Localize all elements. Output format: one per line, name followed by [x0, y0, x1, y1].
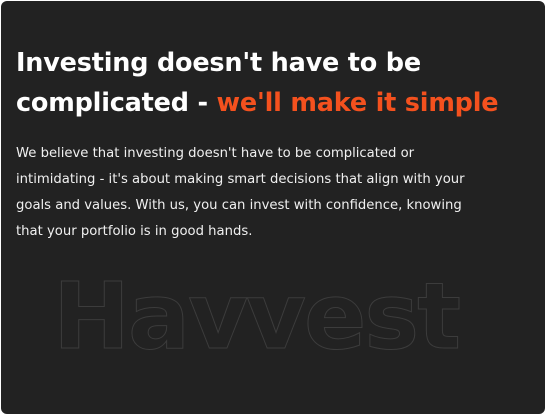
- heading: Investing doesn't have to be complicated…: [16, 48, 421, 118]
- heading-block: Investing doesn't have to be complicated…: [16, 43, 536, 123]
- body-text: We believe that investing doesn't have t…: [16, 146, 465, 239]
- heading-highlight: we'll make it simple: [216, 88, 499, 118]
- watermark: Havvest: [52, 263, 461, 370]
